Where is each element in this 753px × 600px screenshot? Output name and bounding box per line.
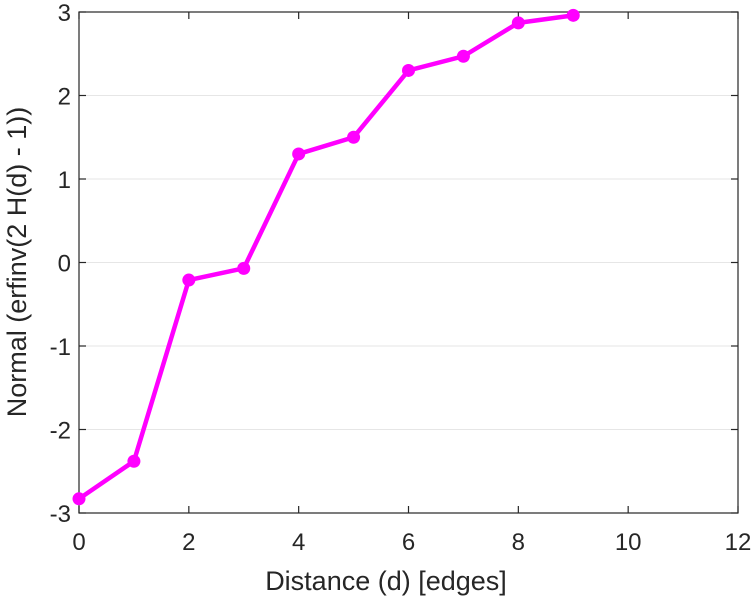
data-point bbox=[237, 261, 251, 275]
x-tick-label: 8 bbox=[512, 529, 525, 556]
y-tick-label: -1 bbox=[50, 334, 71, 361]
data-point bbox=[347, 130, 361, 144]
data-point bbox=[402, 63, 415, 77]
data-point bbox=[566, 8, 580, 22]
data-point bbox=[182, 273, 196, 287]
y-tick-label: -2 bbox=[50, 418, 71, 445]
y-tick-label: 1 bbox=[58, 167, 71, 194]
y-tick-label: 0 bbox=[58, 251, 71, 278]
y-tick-label: -3 bbox=[50, 501, 71, 528]
grid-lines bbox=[79, 11, 738, 514]
axes bbox=[78, 11, 739, 514]
data-point bbox=[127, 454, 141, 468]
x-tick-label: 10 bbox=[615, 529, 642, 556]
data-point bbox=[292, 147, 306, 161]
data-series bbox=[72, 8, 580, 506]
data-point bbox=[511, 16, 525, 30]
x-tick-label: 2 bbox=[182, 529, 195, 556]
x-tick-label: 0 bbox=[72, 529, 85, 556]
y-tick-label: 2 bbox=[58, 84, 71, 111]
data-point bbox=[456, 49, 470, 63]
x-axis-title: Distance (d) [edges] bbox=[265, 566, 507, 596]
x-tick-label: 12 bbox=[725, 529, 752, 556]
y-axis-title: Normal (erfinv(2 H(d) - 1)) bbox=[2, 107, 32, 418]
y-tick-label: 3 bbox=[58, 0, 71, 27]
series-line bbox=[76, 13, 576, 502]
x-tick-label: 4 bbox=[292, 529, 305, 556]
data-point bbox=[72, 492, 86, 506]
x-tick-label: 6 bbox=[402, 529, 415, 556]
